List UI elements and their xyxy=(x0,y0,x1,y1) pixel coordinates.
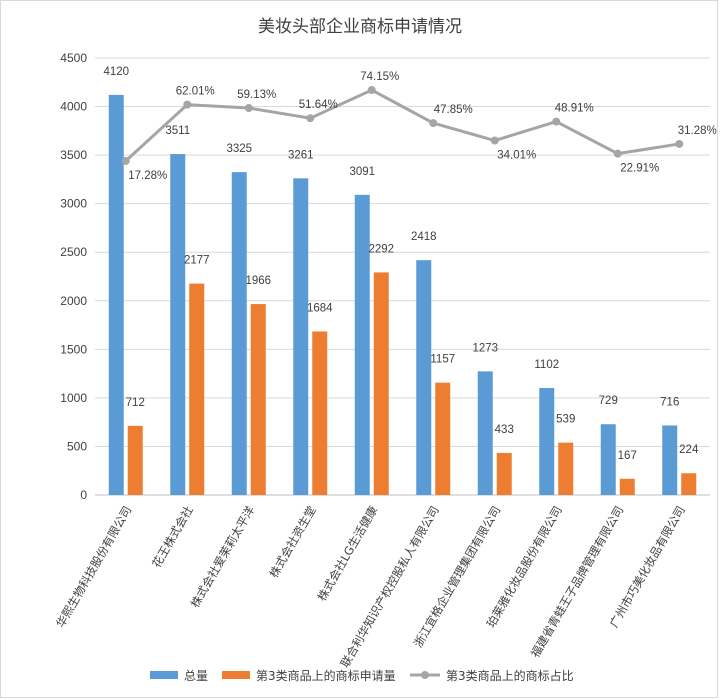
legend-swatch-total xyxy=(150,671,178,679)
ratio-point xyxy=(552,117,561,126)
data-label-class3: 2177 xyxy=(184,255,210,267)
legend: 总量 第3类商品上的商标申请量 第3类商品上的商标占比 xyxy=(150,668,574,683)
data-label-total: 729 xyxy=(599,395,618,407)
data-label-class3: 539 xyxy=(556,414,575,426)
bar-class3 xyxy=(435,382,451,495)
ratio-point xyxy=(306,114,315,123)
bar-total xyxy=(231,172,247,495)
y-tick-label: 3500 xyxy=(60,148,87,162)
ratio-label: 51.64% xyxy=(299,99,338,111)
ratio-label: 59.13% xyxy=(237,89,276,101)
category-label: 花王株式会社 xyxy=(149,503,196,570)
ratio-point xyxy=(244,104,253,113)
ratio-point xyxy=(490,136,499,145)
y-axis: 0 500 1000 1500 2000 2500 3000 3500 4000 4500 xyxy=(60,51,87,502)
ratio-point xyxy=(367,86,376,95)
ratio-line-path xyxy=(124,88,680,163)
data-label-class3: 433 xyxy=(495,424,514,436)
bar-total xyxy=(477,371,493,495)
data-label-total: 1102 xyxy=(534,359,559,371)
data-label-total: 3325 xyxy=(226,143,252,155)
bar-class3 xyxy=(681,473,697,495)
legend-swatch-ratio-dot xyxy=(421,671,429,679)
data-label-total: 3511 xyxy=(165,125,190,137)
bar-class3 xyxy=(127,425,143,495)
legend-swatch-class3 xyxy=(222,671,250,679)
data-label-class3: 1684 xyxy=(307,302,333,314)
ratio-label: 74.15% xyxy=(360,71,399,83)
data-label-total: 2418 xyxy=(411,231,437,243)
data-label-total: 3091 xyxy=(349,166,375,178)
legend-label-class3: 第3类商品上的商标申请量 xyxy=(256,668,396,683)
data-label-class3: 224 xyxy=(679,444,699,456)
data-label-class3: 712 xyxy=(126,397,145,409)
bar-class3 xyxy=(312,331,328,495)
bar-class3 xyxy=(189,283,205,495)
bar-class3 xyxy=(558,442,574,495)
data-label-class3: 1966 xyxy=(245,275,271,287)
bar-total xyxy=(662,425,678,495)
ratio-point xyxy=(429,119,438,128)
bar-class3 xyxy=(496,452,512,495)
ratio-label: 47.85% xyxy=(434,104,473,116)
y-tick-label: 2000 xyxy=(60,294,87,308)
ratio-label: 34.01% xyxy=(497,150,536,162)
bars xyxy=(108,94,697,495)
data-label-total: 3261 xyxy=(288,149,314,161)
data-label-class3: 2292 xyxy=(368,243,394,255)
ratio-label: 31.28% xyxy=(678,125,717,137)
category-label: 株式会社资生堂 xyxy=(266,504,318,581)
y-tick-label: 3000 xyxy=(60,197,87,211)
bar-total xyxy=(416,260,432,495)
bar-class3 xyxy=(373,272,389,495)
data-label-total: 716 xyxy=(660,396,679,408)
bar-total xyxy=(600,424,616,495)
category-label: 株式会社LG生活健康 xyxy=(315,503,381,603)
bar-total xyxy=(170,154,186,495)
grid xyxy=(95,57,710,496)
ratio-label: 22.91% xyxy=(620,163,659,175)
data-label-class3: 1157 xyxy=(430,354,455,366)
legend-label-ratio: 第3类商品上的商标占比 xyxy=(446,668,574,683)
y-tick-label: 1500 xyxy=(60,342,87,356)
y-tick-label: 500 xyxy=(67,439,87,453)
bar-class3 xyxy=(250,304,266,495)
data-label-total: 4120 xyxy=(103,66,129,78)
y-tick-label: 1000 xyxy=(60,391,87,405)
bar-class3 xyxy=(619,478,635,495)
y-tick-label: 0 xyxy=(80,488,87,502)
data-labels: 4120 712 3511 2177 3325 1966 3261 1684 3091 2292 2… xyxy=(103,66,716,462)
ratio-label: 17.28% xyxy=(128,170,167,182)
y-tick-label: 4000 xyxy=(60,100,87,114)
y-tick-label: 2500 xyxy=(60,245,87,259)
category-label: 华熙生物科技股份有限公司 xyxy=(53,504,134,631)
data-label-class3: 167 xyxy=(618,450,637,462)
category-label: 株式会社爱茉莉太平洋 xyxy=(188,503,258,610)
legend-label-total: 总量 xyxy=(184,669,208,683)
ratio-label: 48.91% xyxy=(555,103,594,115)
ratio-line xyxy=(121,86,684,165)
ratio-point xyxy=(183,100,192,109)
bar-total xyxy=(293,178,309,495)
data-label-total: 1273 xyxy=(472,342,498,354)
ratio-point xyxy=(675,139,684,148)
bar-total xyxy=(108,94,124,495)
ratio-point xyxy=(121,156,130,165)
y-tick-label: 4500 xyxy=(60,51,87,65)
ratio-point xyxy=(613,149,622,158)
bar-total xyxy=(354,194,370,495)
chart-title: 美妆头部企业商标申请情况 xyxy=(258,17,462,37)
bar-total xyxy=(539,387,555,495)
ratio-label: 62.01% xyxy=(176,86,215,98)
